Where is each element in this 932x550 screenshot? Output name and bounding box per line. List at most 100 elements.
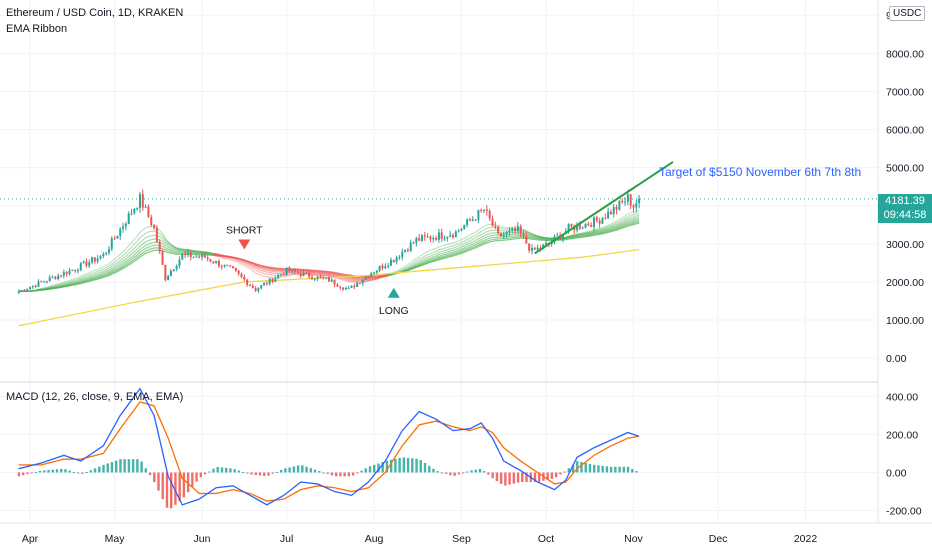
ema-ribbon-segment: [469, 232, 474, 236]
candle-body: [85, 261, 88, 266]
ema-ribbon-segment: [452, 246, 457, 249]
ema-ribbon-segment: [613, 223, 617, 227]
candle-body: [116, 235, 119, 239]
ema-ribbon-segment: [407, 268, 411, 271]
ema-ribbon-segment: [613, 222, 617, 225]
candle-body: [251, 285, 254, 288]
ema-ribbon-segment: [407, 265, 412, 269]
ema-ribbon-segment: [430, 251, 434, 255]
ema-ribbon-segment: [108, 271, 113, 274]
ema-ribbon-segment: [74, 278, 79, 281]
ema-ribbon-segment: [621, 215, 626, 219]
ema-ribbon-segment: [433, 258, 437, 261]
ema-ribbon-segment: [86, 277, 90, 280]
candle-body: [446, 236, 449, 239]
ema-ribbon-segment: [616, 222, 620, 226]
macd-tick-label: -200.00: [886, 506, 922, 518]
ema-ribbon-segment: [602, 232, 606, 235]
macd-histogram-bar: [626, 466, 630, 473]
candle-body: [186, 252, 189, 255]
ema-ribbon-segment: [133, 235, 138, 240]
ema-ribbon-segment: [435, 257, 440, 260]
candle-body: [375, 270, 378, 273]
ema-ribbon-segment: [117, 266, 121, 270]
ema-ribbon-segment: [444, 255, 448, 258]
macd-histogram-bar: [398, 457, 401, 473]
ema-ribbon-segment: [80, 274, 84, 277]
last-price-tag: 4181.39: [878, 194, 932, 209]
ema-ribbon-segment: [401, 265, 406, 269]
candle-body: [452, 235, 454, 238]
ema-ribbon-segment: [252, 267, 256, 271]
ema-ribbon-segment: [334, 273, 338, 276]
ema-ribbon-segment: [145, 249, 149, 252]
time-tick-label: Jun: [194, 533, 211, 545]
ema-ribbon-segment: [458, 239, 462, 242]
candle-body: [342, 287, 345, 290]
macd-histogram-bar: [271, 472, 274, 474]
candle-body: [20, 290, 23, 292]
ema-ribbon-segment: [142, 232, 146, 236]
ema-ribbon-segment: [416, 256, 420, 260]
ema-ribbon-segment: [531, 235, 535, 238]
macd-histogram-bar: [406, 457, 410, 473]
ema-ribbon-segment: [151, 234, 155, 237]
ema-ribbon-segment: [616, 223, 620, 227]
ema-ribbon-segment: [483, 238, 488, 241]
ema-ribbon-segment: [173, 248, 177, 251]
ema-ribbon-segment: [103, 271, 107, 274]
ema-ribbon-segment: [117, 257, 121, 261]
ema-ribbon-segment: [167, 244, 172, 248]
ema-ribbon-segment: [170, 252, 174, 255]
candle-body: [443, 238, 446, 240]
ema-ribbon-segment: [599, 226, 603, 229]
candle-body: [122, 226, 125, 229]
candle-body: [79, 263, 82, 271]
ema-ribbon-segment: [108, 272, 113, 276]
ema-ribbon-segment: [523, 228, 527, 232]
ema-ribbon-segment: [255, 263, 259, 266]
ema-ribbon-segment: [452, 250, 457, 253]
ema-ribbon-segment: [528, 233, 533, 236]
candle-body: [618, 200, 621, 210]
time-tick-label: 2022: [794, 533, 818, 545]
ema-ribbon-segment: [421, 259, 426, 263]
candle-body: [460, 228, 463, 231]
candle-body: [528, 243, 531, 251]
ema-ribbon-segment: [421, 262, 426, 265]
ema-ribbon-segment: [455, 252, 459, 255]
ema-ribbon-segment: [472, 247, 476, 250]
macd-histogram-bar: [322, 472, 325, 474]
candle-body: [576, 224, 579, 231]
target-annotation[interactable]: Target of $5150 November 6th 7th 8th: [659, 165, 861, 179]
candle-body: [316, 276, 319, 279]
macd-label[interactable]: MACD (12, 26, close, 9, EMA, EMA): [6, 391, 184, 403]
macd-histogram-bar: [47, 469, 50, 473]
ema-ribbon-segment: [258, 273, 262, 276]
macd-histogram-bar: [461, 472, 465, 474]
ema-ribbon-segment: [630, 216, 634, 219]
candle-body: [212, 261, 215, 263]
ema-ribbon-segment: [131, 247, 135, 252]
ema-ribbon-segment: [427, 258, 431, 262]
ema-ribbon-segment: [455, 253, 459, 256]
price-tick-label: 5000.00: [886, 163, 924, 175]
candle-body: [23, 290, 26, 292]
ema-ribbon-segment: [418, 264, 423, 267]
candle-body: [232, 266, 235, 268]
ema-ribbon-segment: [108, 260, 113, 265]
ema-ribbon-segment: [438, 253, 442, 256]
ema-ribbon-segment: [435, 258, 440, 261]
indicator-label[interactable]: EMA Ribbon: [6, 23, 68, 35]
macd-histogram-bar: [229, 468, 232, 473]
ema-ribbon-segment: [574, 233, 578, 236]
ema-ribbon-segment: [461, 240, 465, 243]
ema-ribbon-segment: [108, 266, 113, 269]
currency-badge[interactable]: USDC: [889, 6, 926, 21]
candle-body: [471, 219, 474, 221]
candle-body: [54, 276, 57, 280]
ema-ribbon-segment: [599, 229, 603, 232]
ema-ribbon-segment: [486, 237, 490, 240]
ema-ribbon-segment: [66, 282, 70, 285]
